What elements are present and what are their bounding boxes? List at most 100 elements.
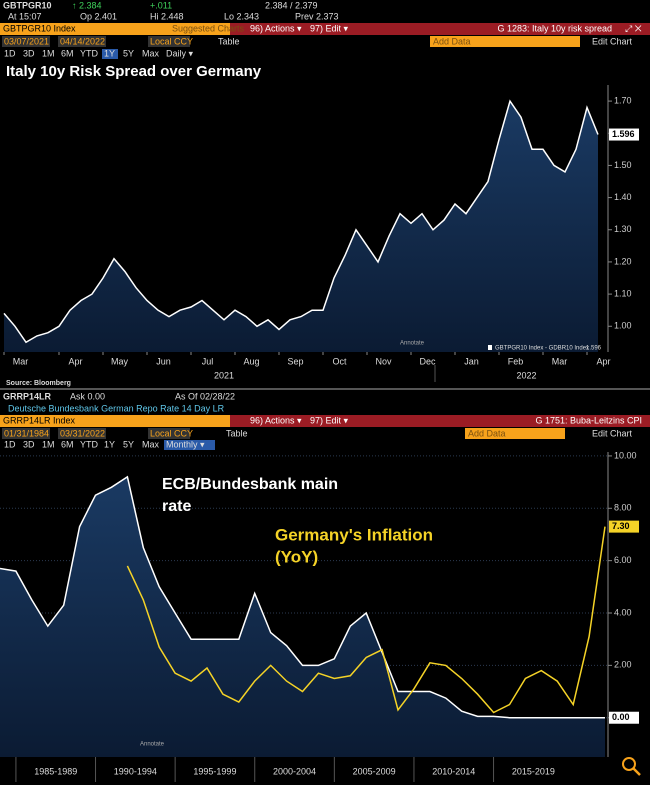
- x-tick-label: Jul: [202, 356, 214, 366]
- y-tick-label: 4.00: [614, 607, 632, 617]
- period-button[interactable]: 1D: [4, 439, 16, 449]
- currency[interactable]: Local CCY: [150, 428, 193, 438]
- ask: Ask 0.00: [70, 391, 105, 401]
- last-value-box: [609, 128, 639, 141]
- y-tick-label: 1.40: [614, 192, 632, 202]
- x-tick-label: 2000-2004: [273, 766, 316, 776]
- last-value-box: [609, 520, 639, 533]
- table-button[interactable]: Table: [218, 36, 240, 46]
- suggested-charts[interactable]: Suggested Charts: [172, 23, 245, 33]
- add-data-box[interactable]: [465, 428, 565, 439]
- x-tick-label: Mar: [13, 356, 29, 366]
- period-button[interactable]: 3D: [23, 48, 35, 58]
- area: [0, 476, 605, 757]
- period-button[interactable]: 1M: [42, 439, 55, 449]
- ticker: GBTPGR10: [3, 0, 52, 10]
- edit-chart[interactable]: Edit Chart: [592, 36, 633, 46]
- period-button[interactable]: 1Y: [104, 48, 115, 58]
- date-box[interactable]: [2, 36, 50, 47]
- table-button[interactable]: Table: [226, 428, 248, 438]
- period-button[interactable]: 5Y: [123, 439, 134, 449]
- date-box[interactable]: [2, 428, 50, 439]
- zoom-icon[interactable]: [622, 757, 641, 776]
- x-tick-label: Sep: [287, 356, 303, 366]
- period-button[interactable]: 5Y: [123, 48, 134, 58]
- line: [3, 99, 599, 344]
- edit-menu[interactable]: 97) Edit ▾: [310, 415, 349, 425]
- period-button[interactable]: 3D: [23, 439, 35, 449]
- currency[interactable]: Local CCY: [150, 36, 193, 46]
- x-tick-label: May: [111, 356, 129, 366]
- year-label: 2021: [214, 370, 234, 380]
- as-of: As Of 02/28/22: [175, 391, 235, 401]
- edit-menu[interactable]: 97) Edit ▾: [310, 23, 349, 33]
- y-tick-label: 2.00: [614, 660, 632, 670]
- annotation: Germany's Inflation: [275, 525, 433, 544]
- menu-bar: [230, 23, 650, 35]
- end-date[interactable]: 04/14/2022: [60, 36, 105, 46]
- area: [4, 101, 598, 352]
- index-name: GRRP14LR Index: [3, 415, 76, 425]
- y-tick-label: 1.30: [614, 224, 632, 234]
- period-button[interactable]: Monthly ▾: [166, 439, 205, 449]
- period-button[interactable]: 1D: [4, 48, 16, 58]
- period-button[interactable]: Daily ▾: [166, 48, 194, 58]
- x-tick-label: 2015-2019: [512, 766, 555, 776]
- security-bar: [0, 415, 230, 427]
- y-tick-label: 1.70: [614, 95, 632, 105]
- annotation: rate: [162, 498, 191, 515]
- x-tick-label: Aug: [243, 356, 259, 366]
- x-tick-label: 1990-1994: [114, 766, 157, 776]
- period-button[interactable]: Max: [142, 48, 160, 58]
- add-data[interactable]: Add Data: [433, 36, 471, 46]
- divider: [0, 388, 650, 390]
- window-icons[interactable]: ⤢ ✕: [624, 23, 642, 33]
- period-button[interactable]: 1Y: [104, 439, 115, 449]
- legend-box: [488, 345, 492, 350]
- edit-chart[interactable]: Edit Chart: [592, 428, 633, 438]
- x-tick-label: Feb: [508, 356, 524, 366]
- date-box[interactable]: [58, 36, 106, 47]
- line: [0, 475, 605, 719]
- period-button[interactable]: 6M: [61, 48, 74, 58]
- chart-title: Italy 10y Risk Spread over Germany: [6, 63, 262, 80]
- period-button[interactable]: 1M: [42, 48, 55, 58]
- period-button[interactable]: 6M: [61, 439, 74, 449]
- annotate[interactable]: Annotate: [400, 341, 425, 347]
- y-tick-label: 1.10: [614, 288, 632, 298]
- add-data[interactable]: Add Data: [468, 428, 506, 438]
- actions-menu[interactable]: 96) Actions ▾: [250, 23, 302, 33]
- y-tick-label: 1.50: [614, 160, 632, 170]
- ccy-box[interactable]: [148, 428, 190, 439]
- annotation: (YoY): [275, 547, 318, 566]
- x-tick-label: Jan: [464, 356, 479, 366]
- y-tick-label: 1.20: [614, 256, 632, 266]
- start-date[interactable]: 01/31/1984: [4, 428, 49, 438]
- y-tick-label: 1.00: [614, 321, 632, 331]
- open: Op 2.401: [80, 11, 117, 21]
- add-data-box[interactable]: [430, 36, 580, 47]
- date-box[interactable]: [58, 428, 106, 439]
- actions-menu[interactable]: 96) Actions ▾: [250, 415, 302, 425]
- end-date[interactable]: 03/31/2022: [60, 428, 105, 438]
- period-button[interactable]: YTD: [80, 439, 99, 449]
- description: Deutsche Bundesbank German Repo Rate 14 …: [8, 403, 225, 413]
- ccy-box[interactable]: [148, 36, 190, 47]
- index-name: GBTPGR10 Index: [3, 23, 76, 33]
- last-value-label: 7.30: [612, 521, 630, 531]
- y-tick-label: 10.00: [614, 450, 637, 460]
- period-row: 1D 3D 1M 6M YTD 1Y 5Y Max Daily ▾: [4, 48, 194, 59]
- x-tick-label: 2010-2014: [432, 766, 475, 776]
- period-button[interactable]: Max: [142, 439, 160, 449]
- x-tick-label: Oct: [332, 356, 347, 366]
- period-selected: [102, 49, 118, 59]
- source: Source: Bloomberg: [6, 380, 71, 387]
- x-tick-label: Apr: [68, 356, 82, 366]
- period-button[interactable]: YTD: [80, 48, 99, 58]
- x-tick-label: Jun: [156, 356, 171, 366]
- annotate[interactable]: Annotate: [140, 742, 165, 748]
- start-date[interactable]: 03/07/2021: [4, 36, 49, 46]
- x-tick-label: Apr: [596, 356, 610, 366]
- x-tick-label: Mar: [552, 356, 568, 366]
